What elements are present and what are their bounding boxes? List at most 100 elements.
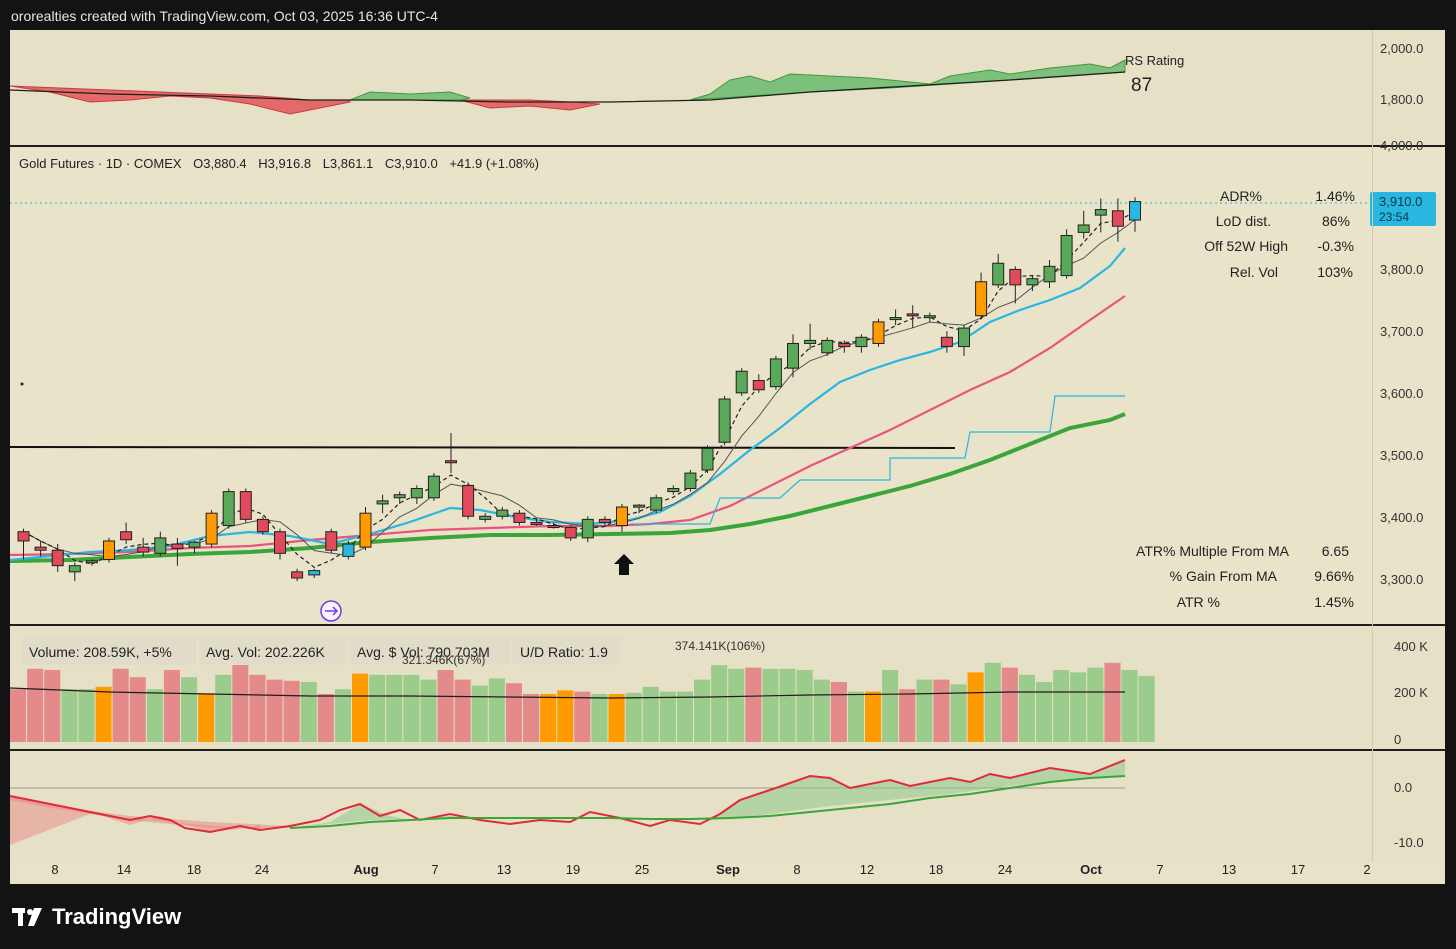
volume-average-line xyxy=(10,687,1125,699)
candle-body[interactable] xyxy=(462,484,475,517)
candle-body[interactable] xyxy=(821,339,834,354)
candle-body[interactable] xyxy=(889,317,902,321)
candle-body[interactable] xyxy=(838,342,851,348)
candle-body[interactable] xyxy=(205,512,218,545)
candle-body[interactable] xyxy=(239,491,252,520)
candle-body[interactable] xyxy=(906,313,919,317)
candle-body[interactable] xyxy=(479,515,492,520)
candle-body[interactable] xyxy=(975,281,988,317)
candle-body[interactable] xyxy=(530,521,543,525)
price-axis[interactable]: 4,000.0 3,800.0 3,700.0 3,600.0 3,500.0 … xyxy=(1370,138,1436,587)
candle-body[interactable] xyxy=(1043,265,1056,283)
candle-body[interactable] xyxy=(85,560,98,564)
volume-bar xyxy=(78,689,95,742)
candle-body[interactable] xyxy=(496,509,509,517)
candle-body[interactable] xyxy=(1026,278,1039,286)
candle-body[interactable] xyxy=(393,494,406,499)
footer-bar xyxy=(0,884,1456,949)
stat-value: 1.45% xyxy=(1314,594,1354,610)
candle-body[interactable] xyxy=(291,571,304,579)
candles[interactable] xyxy=(17,197,1141,582)
candle-body[interactable] xyxy=(684,472,697,490)
candle-body[interactable] xyxy=(769,358,782,388)
candle-body[interactable] xyxy=(564,526,577,539)
volume-bar xyxy=(1121,670,1138,742)
candle-body[interactable] xyxy=(1094,209,1107,216)
candle-body[interactable] xyxy=(547,525,560,529)
candle-body[interactable] xyxy=(103,540,115,560)
candle-body[interactable] xyxy=(598,518,611,523)
candle-body[interactable] xyxy=(718,398,731,443)
time-axis-labels[interactable]: 8 14 18 24 Aug 7 13 19 25 Sep 8 12 18 24… xyxy=(51,862,1370,877)
candle-body[interactable] xyxy=(274,531,286,554)
volume-bar xyxy=(352,673,369,742)
candle-body[interactable] xyxy=(735,370,748,394)
stat-label: LoD dist. xyxy=(1216,213,1271,229)
candle-body[interactable] xyxy=(188,541,201,548)
candle-body[interactable] xyxy=(359,512,372,548)
candle-body[interactable] xyxy=(1060,234,1073,277)
candle-body[interactable] xyxy=(154,537,167,554)
candle-body[interactable] xyxy=(667,488,680,493)
legend-symbol: Gold Futures · 1D · COMEX xyxy=(19,156,182,171)
chart-frame[interactable]: RS Rating 87 2,000.0 1,800.0 Gold Future… xyxy=(10,30,1445,884)
candle-body[interactable] xyxy=(581,518,594,539)
candle-body[interactable] xyxy=(992,262,1005,286)
candle-body[interactable] xyxy=(222,491,235,527)
candle-body[interactable] xyxy=(923,315,936,319)
volume-bar xyxy=(334,689,351,742)
candle-body[interactable] xyxy=(17,531,30,542)
volume-bar xyxy=(625,692,642,742)
volume-bar xyxy=(728,668,745,742)
candle-body[interactable] xyxy=(1129,201,1141,221)
symbol-legend[interactable]: Gold Futures · 1D · COMEX O3,880.4 H3,91… xyxy=(19,156,539,171)
candle-body[interactable] xyxy=(445,460,457,464)
candle-body[interactable] xyxy=(120,531,133,541)
dot-marker xyxy=(20,382,24,386)
volume-chip-bg xyxy=(199,637,347,665)
candle-body[interactable] xyxy=(1009,268,1022,286)
candle-body[interactable] xyxy=(256,518,269,533)
candle-body[interactable] xyxy=(427,475,440,499)
candle-body[interactable] xyxy=(171,543,184,549)
candle-body[interactable] xyxy=(752,380,765,391)
ma-long-green xyxy=(10,412,1126,563)
volume-bar xyxy=(745,667,762,742)
candle-body[interactable] xyxy=(1111,210,1124,227)
candle-body[interactable] xyxy=(787,342,799,369)
volume-bar xyxy=(129,677,146,742)
candle-body[interactable] xyxy=(650,497,663,511)
tradingview-logo[interactable]: TradingView xyxy=(12,904,181,930)
footer-brand: TradingView xyxy=(52,904,182,929)
chart-svg[interactable]: RS Rating 87 2,000.0 1,800.0 Gold Future… xyxy=(10,30,1445,884)
candle-body[interactable] xyxy=(940,336,953,348)
candle-body[interactable] xyxy=(855,336,868,348)
svg-text:Gold Futures · 1D · COMEX: Gold Futures · 1D · COMEX O3,880.4 H3,91… xyxy=(19,156,539,171)
candle-body[interactable] xyxy=(137,546,150,553)
candle-body[interactable] xyxy=(872,321,885,344)
candle-body[interactable] xyxy=(51,549,64,567)
volume-bar xyxy=(762,668,779,742)
rs-baseline xyxy=(10,71,1126,103)
replay-icon[interactable] xyxy=(320,600,342,622)
candle-body[interactable] xyxy=(958,327,970,348)
candle-body[interactable] xyxy=(513,512,526,523)
candle-body[interactable] xyxy=(34,546,47,551)
candle-body[interactable] xyxy=(308,570,321,576)
candle-body[interactable] xyxy=(633,504,646,508)
candle-body[interactable] xyxy=(804,339,817,344)
volume-annotation: 321.346K(67%) xyxy=(402,653,485,667)
candle-body[interactable] xyxy=(342,543,355,557)
horizontal-line[interactable] xyxy=(10,446,956,449)
candle-body[interactable] xyxy=(325,531,338,551)
candle-body[interactable] xyxy=(616,506,628,527)
volume-bar xyxy=(591,694,608,742)
candle-body[interactable] xyxy=(376,500,389,505)
volume-bar xyxy=(420,679,437,742)
volume-chip-bg xyxy=(22,637,196,665)
volume-bar xyxy=(10,689,27,742)
candle-body[interactable] xyxy=(68,565,81,573)
candle-body[interactable] xyxy=(1077,224,1090,233)
candle-body[interactable] xyxy=(410,488,423,499)
candle-body[interactable] xyxy=(701,447,714,471)
